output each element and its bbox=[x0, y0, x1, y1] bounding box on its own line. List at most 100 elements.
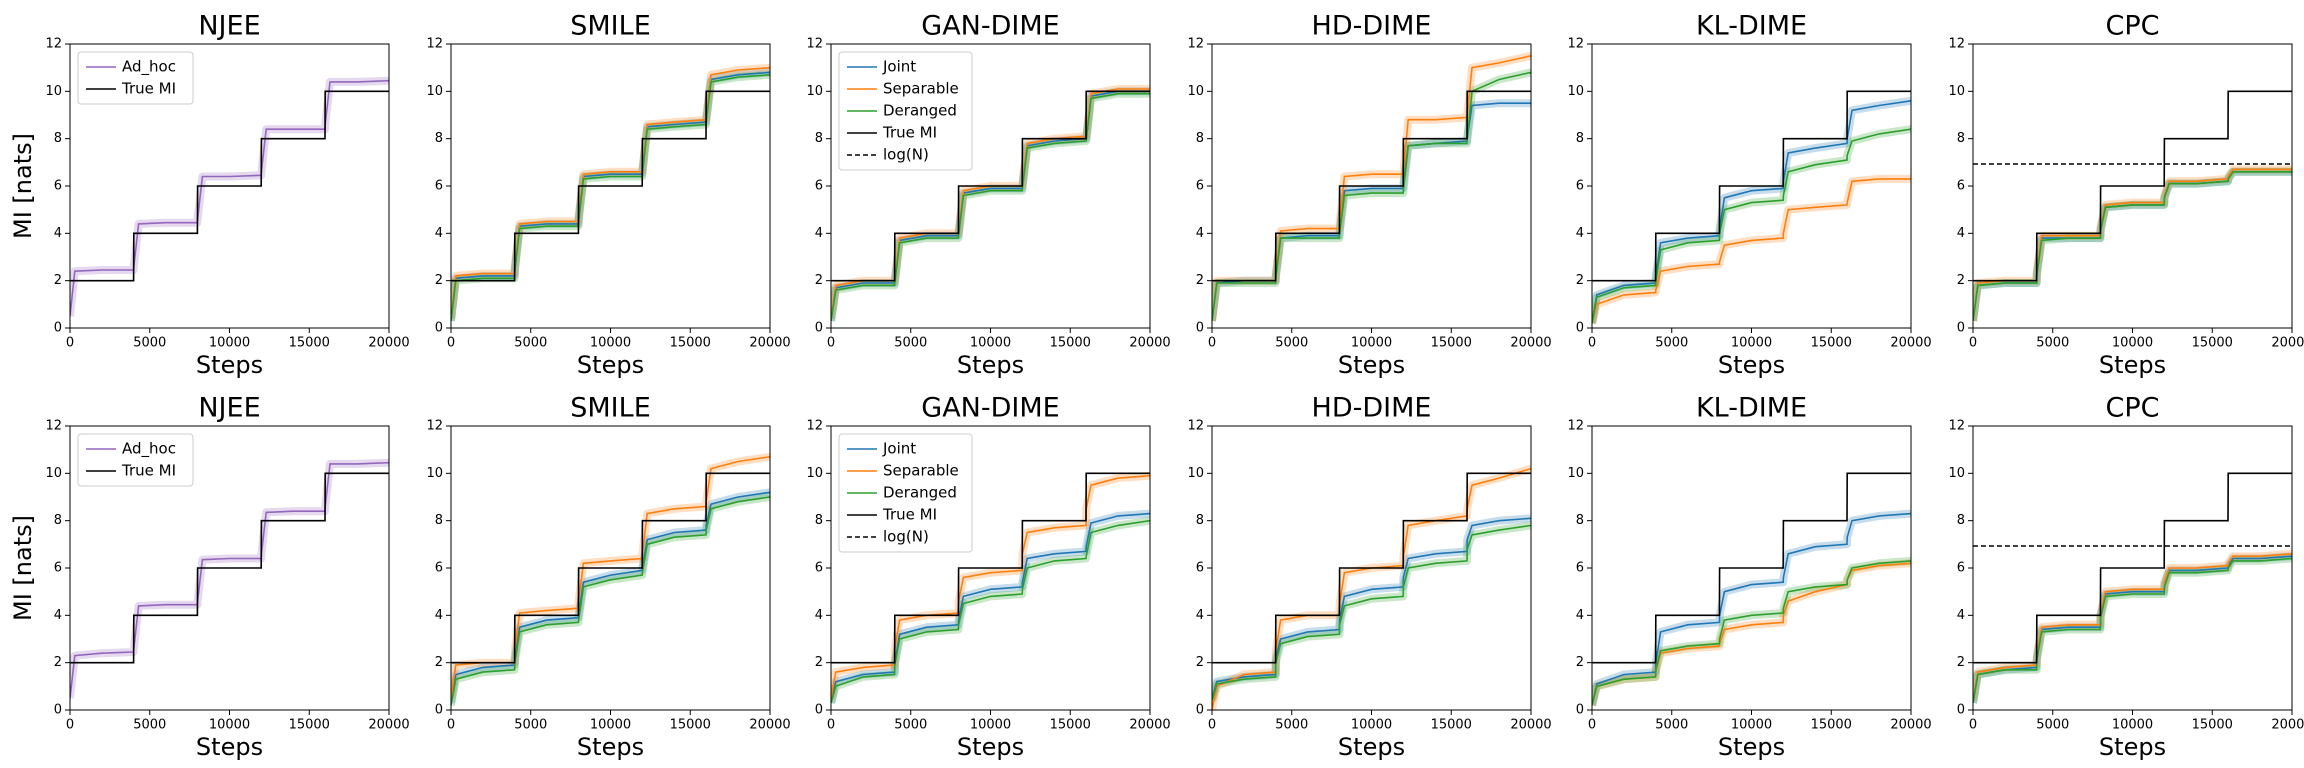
legend: Joint Separable Deranged True MI log(N) bbox=[838, 433, 973, 553]
y-tick-label: 6 bbox=[815, 179, 823, 194]
legend-label: True MI bbox=[121, 80, 176, 98]
x-axis-label: Steps bbox=[2099, 351, 2166, 379]
line-band bbox=[1973, 167, 2292, 322]
y-tick-label: 2 bbox=[1196, 655, 1204, 670]
y-tick-label: 0 bbox=[435, 703, 443, 718]
y-tick-label: 12 bbox=[1948, 37, 1965, 52]
y-tick-label: 6 bbox=[1196, 179, 1204, 194]
y-tick-label: 2 bbox=[1196, 273, 1204, 288]
legend-label: Joint bbox=[882, 440, 916, 458]
x-tick-label: 0 bbox=[1208, 336, 1216, 351]
x-tick-label: 15000 bbox=[289, 718, 330, 733]
axes-frame bbox=[69, 43, 390, 329]
y-tick-label: 2 bbox=[1957, 273, 1965, 288]
y-tick-label: 2 bbox=[54, 655, 62, 670]
axes-frame bbox=[1972, 43, 2293, 329]
x-axis-label: Steps bbox=[957, 733, 1024, 761]
series-line bbox=[70, 472, 389, 664]
y-tick-label: 2 bbox=[1957, 655, 1965, 670]
legend-label: Ad_hoc bbox=[122, 58, 176, 77]
y-tick-label: 10 bbox=[1948, 466, 1965, 481]
x-tick-label: 0 bbox=[1969, 718, 1977, 733]
plot-area bbox=[451, 63, 770, 322]
x-tick-label: 0 bbox=[1969, 336, 1977, 351]
subplot-title: CPC bbox=[2106, 393, 2160, 424]
x-tick-label: 5000 bbox=[514, 336, 547, 351]
y-tick-label: 4 bbox=[1196, 608, 1204, 623]
y-tick-label: 12 bbox=[1187, 37, 1204, 52]
y-tick-label: 8 bbox=[815, 131, 823, 146]
series-line bbox=[831, 472, 1150, 664]
x-tick-label: 5000 bbox=[894, 718, 927, 733]
series-line bbox=[1212, 90, 1531, 282]
y-tick-label: 12 bbox=[806, 37, 823, 52]
x-tick-label: 10000 bbox=[590, 336, 631, 351]
subplot: SMILE Steps 0 5000 10000 15000 20000 0 2 4 6 8 10 12 bbox=[426, 393, 790, 762]
y-tick-label: 10 bbox=[1948, 84, 1965, 99]
series-line bbox=[1592, 560, 1911, 706]
y-tick-label: 8 bbox=[1576, 131, 1584, 146]
y-tick-label: 12 bbox=[45, 419, 62, 434]
x-tick-label: 15000 bbox=[670, 336, 711, 351]
legend-label: log(N) bbox=[883, 146, 929, 164]
line-band bbox=[1212, 521, 1531, 702]
legend-label: log(N) bbox=[883, 528, 929, 546]
subplot: GAN-DIME Steps 0 5000 10000 15000 20000 0 2 4 6 8 10… bbox=[806, 393, 1170, 762]
y-tick-label: 6 bbox=[54, 179, 62, 194]
y-tick-label: 8 bbox=[1196, 513, 1204, 528]
plot-area bbox=[451, 452, 770, 707]
x-tick-label: 15000 bbox=[1050, 718, 1091, 733]
x-axis-label: Steps bbox=[1338, 351, 1405, 379]
y-tick-label: 12 bbox=[1948, 419, 1965, 434]
x-tick-label: 0 bbox=[66, 718, 74, 733]
y-tick-label: 8 bbox=[1957, 513, 1965, 528]
subplot: GAN-DIME Steps 0 5000 10000 15000 20000 0 2 4 6 8 10… bbox=[806, 11, 1170, 380]
x-axis-label: Steps bbox=[196, 733, 263, 761]
y-tick-label: 6 bbox=[1576, 179, 1584, 194]
x-tick-label: 15000 bbox=[1431, 718, 1472, 733]
x-tick-label: 10000 bbox=[970, 718, 1011, 733]
y-tick-label: 8 bbox=[54, 131, 62, 146]
x-tick-label: 5000 bbox=[133, 718, 166, 733]
y-tick-label: 10 bbox=[806, 466, 823, 481]
y-tick-label: 12 bbox=[806, 419, 823, 434]
axes-frame bbox=[69, 425, 390, 711]
legend-box bbox=[838, 51, 973, 171]
x-tick-label: 10000 bbox=[590, 718, 631, 733]
y-tick-label: 0 bbox=[1957, 703, 1965, 718]
x-tick-label: 5000 bbox=[2036, 718, 2069, 733]
plot-area bbox=[831, 85, 1150, 322]
x-tick-label: 15000 bbox=[289, 336, 330, 351]
subplot-title: HD-DIME bbox=[1312, 11, 1432, 42]
legend-box bbox=[838, 433, 973, 553]
x-tick-label: 10000 bbox=[2112, 718, 2153, 733]
x-tick-label: 10000 bbox=[1731, 718, 1772, 733]
y-tick-label: 4 bbox=[815, 608, 823, 623]
y-tick-label: 2 bbox=[1576, 655, 1584, 670]
y-tick-label: 4 bbox=[435, 608, 443, 623]
plot-area bbox=[70, 458, 389, 699]
y-tick-label: 8 bbox=[1576, 513, 1584, 528]
x-tick-label: 0 bbox=[827, 718, 835, 733]
y-tick-label: 6 bbox=[1957, 561, 1965, 576]
x-axis-label: Steps bbox=[1718, 351, 1785, 379]
legend-label: Deranged bbox=[883, 102, 957, 120]
y-tick-label: 4 bbox=[1196, 226, 1204, 241]
y-tick-label: 6 bbox=[815, 561, 823, 576]
plot-area bbox=[1592, 90, 1911, 325]
x-tick-label: 20000 bbox=[2271, 336, 2304, 351]
legend: Ad_hoc True MI bbox=[77, 51, 194, 105]
series-line bbox=[1212, 524, 1531, 701]
y-tick-label: 4 bbox=[1957, 608, 1965, 623]
legend-label: Deranged bbox=[883, 484, 957, 502]
x-tick-label: 10000 bbox=[209, 718, 250, 733]
legend-label: Ad_hoc bbox=[122, 440, 176, 459]
y-tick-label: 10 bbox=[45, 84, 62, 99]
subplot: CPC Steps 0 5000 10000 15000 20000 0 2 4 6 8 10 12 bbox=[1948, 393, 2304, 762]
y-tick-label: 4 bbox=[435, 226, 443, 241]
series-line bbox=[1973, 555, 2292, 704]
x-tick-label: 20000 bbox=[1890, 718, 1931, 733]
series-line bbox=[831, 92, 1150, 322]
subplot-title: KL-DIME bbox=[1696, 11, 1807, 42]
